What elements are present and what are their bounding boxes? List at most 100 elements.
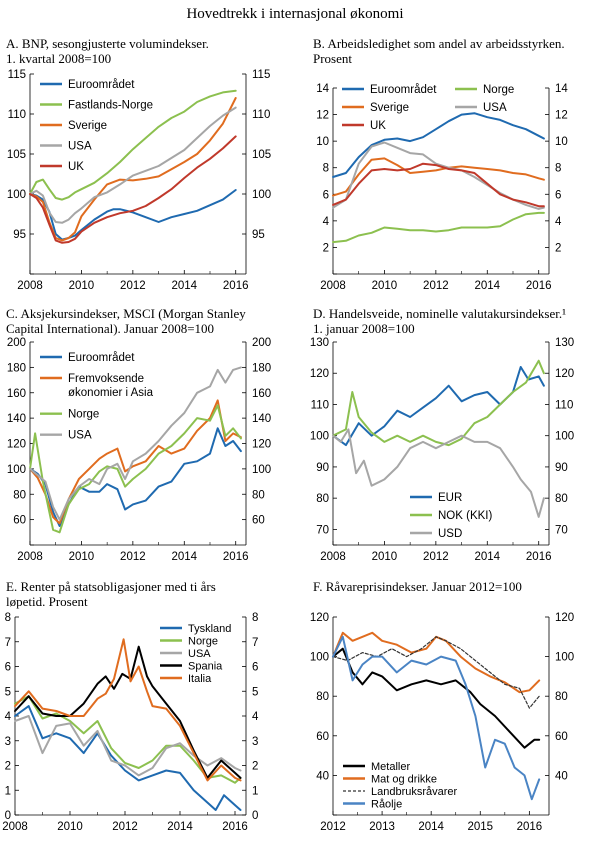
- y-tick-label: 12: [316, 110, 329, 122]
- legend-label: Sverige: [68, 120, 107, 132]
- series-line: [29, 106, 237, 224]
- chart-title: 1. kvartal 2008=100: [6, 51, 111, 66]
- y-tick-label-right: 60: [252, 515, 265, 527]
- y-tick-label-right: 3: [252, 736, 258, 748]
- y-tick-label: 120: [7, 439, 26, 451]
- series-line: [332, 162, 545, 208]
- y-tick-label-right: 14: [555, 83, 568, 95]
- legend-label: USA: [68, 430, 92, 442]
- y-tick-label-right: 110: [252, 109, 270, 121]
- x-tick-label: 2016: [222, 821, 248, 833]
- legend-label: Mat og drikke: [371, 774, 437, 786]
- y-tick-label-right: 100: [555, 652, 574, 664]
- legend-label: Norge: [188, 636, 218, 648]
- y-tick-label-right: 0: [252, 810, 258, 822]
- legend-label: Euroområdet: [370, 84, 437, 96]
- legend-label: Metaller: [371, 761, 410, 773]
- y-tick-label: 5: [5, 686, 11, 698]
- page-title: Hovedtrekk i internasjonal økonomi: [186, 6, 404, 22]
- x-tick-label: 2016: [223, 551, 249, 563]
- y-tick-label-right: 80: [555, 691, 568, 703]
- legend-label: Euroområdet: [68, 352, 135, 364]
- series-line: [332, 359, 545, 447]
- y-tick-label-right: 140: [252, 413, 271, 425]
- y-tick-label: 120: [310, 612, 329, 624]
- x-tick-label: 2010: [69, 280, 95, 292]
- chart-panel: F. Råvareprisindekser. Januar 2012=100 40…: [310, 579, 574, 833]
- y-tick-label: 6: [323, 189, 329, 201]
- y-tick-label: 160: [7, 388, 26, 400]
- y-tick-label: 10: [316, 136, 329, 148]
- y-tick-label: 100: [7, 464, 26, 476]
- legend-label: USA: [68, 141, 92, 153]
- chart-panel: C. Aksjekursindekser, MSCI (Morgan Stanl…: [6, 306, 271, 563]
- y-tick-label-right: 115: [252, 69, 270, 81]
- x-tick-label: 2016: [517, 821, 543, 833]
- y-tick-label-right: 130: [555, 337, 574, 349]
- y-tick-label-right: 70: [555, 524, 568, 536]
- y-tick-label-right: 100: [252, 464, 271, 476]
- y-tick-label-right: 120: [555, 612, 574, 624]
- x-tick-label: 2012: [423, 551, 449, 563]
- y-tick-label-right: 200: [252, 337, 271, 349]
- y-tick-label: 4: [5, 711, 12, 723]
- legend-label: NOK (KKI): [438, 510, 492, 522]
- series-line: [332, 157, 545, 197]
- x-tick-label: 2016: [223, 280, 249, 292]
- y-tick-label: 110: [311, 399, 329, 411]
- legend-label: USA: [188, 648, 211, 660]
- legend-label: USD: [438, 528, 462, 540]
- legend-label: UK: [370, 120, 386, 132]
- y-tick-label: 7: [5, 637, 11, 649]
- y-tick-label-right: 4: [555, 216, 562, 228]
- y-tick-label: 105: [7, 149, 26, 161]
- y-tick-label-right: 60: [555, 731, 568, 743]
- y-tick-label: 40: [316, 770, 329, 782]
- x-tick-label: 2014: [474, 280, 500, 292]
- chart-title: C. Aksjekursindekser, MSCI (Morgan Stanl…: [6, 306, 246, 321]
- y-tick-label-right: 12: [555, 110, 568, 122]
- y-tick-label: 100: [7, 189, 26, 201]
- series-line: [29, 404, 242, 534]
- legend-label: USA: [483, 102, 507, 114]
- y-tick-label-right: 120: [555, 368, 574, 380]
- y-tick-label-right: 6: [252, 662, 258, 674]
- x-tick-label: 2008: [17, 280, 43, 292]
- series-line: [14, 715, 242, 777]
- series-line: [29, 135, 237, 244]
- y-tick-label: 6: [5, 662, 11, 674]
- y-tick-label-right: 180: [252, 362, 271, 374]
- y-tick-label: 70: [316, 524, 329, 536]
- x-tick-label: 2014: [167, 821, 193, 833]
- series-line: [29, 366, 242, 521]
- x-tick-label: 2012: [423, 280, 449, 292]
- legend-label: Norge: [483, 84, 514, 96]
- legend-label: Norge: [68, 409, 99, 421]
- x-tick-label: 2010: [69, 551, 95, 563]
- y-tick-label: 115: [8, 69, 26, 81]
- x-tick-label: 2012: [120, 280, 146, 292]
- legend-label: Tyskland: [188, 623, 231, 635]
- y-tick-label-right: 8: [252, 612, 258, 624]
- y-tick-label: 95: [13, 229, 26, 241]
- y-tick-label: 90: [316, 462, 329, 474]
- y-tick-label: 140: [7, 413, 26, 425]
- series-line: [14, 638, 242, 782]
- y-tick-label-right: 2: [555, 242, 561, 254]
- y-tick-label-right: 40: [555, 770, 568, 782]
- legend-label: Sverige: [370, 102, 409, 114]
- x-tick-label: 2014: [171, 551, 197, 563]
- chart-title: E. Renter på statsobligasjoner med ti år…: [6, 579, 216, 594]
- legend-label: Landbruksråvarer: [371, 786, 458, 798]
- legend-label: Fremvoksende økonomier i Asia: [68, 373, 154, 399]
- y-tick-label-right: 90: [555, 462, 568, 474]
- x-tick-label: 2010: [372, 280, 398, 292]
- x-tick-label: 2008: [17, 551, 43, 563]
- y-tick-label-right: 8: [555, 163, 561, 175]
- x-tick-label: 2015: [467, 821, 493, 833]
- x-tick-label: 2012: [320, 821, 346, 833]
- y-tick-label: 2: [323, 242, 329, 254]
- series-line: [29, 399, 242, 525]
- y-tick-label-right: 1: [252, 785, 258, 797]
- chart-title: Prosent: [313, 51, 352, 66]
